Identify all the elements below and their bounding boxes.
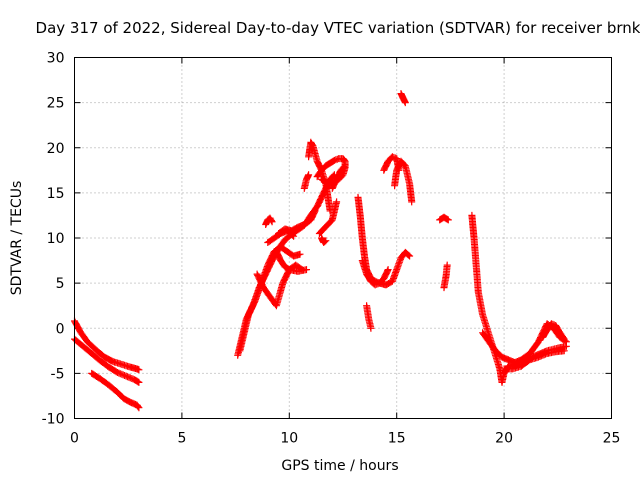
data-series	[363, 302, 375, 332]
data-point-markers	[358, 257, 392, 289]
data-series	[272, 248, 310, 275]
data-series	[275, 207, 319, 237]
data-series	[318, 234, 330, 246]
data-series	[262, 214, 276, 228]
plot-area	[71, 90, 570, 412]
data-series	[397, 90, 409, 107]
data-series	[358, 257, 392, 289]
data-series	[315, 198, 341, 237]
data-series	[328, 162, 349, 192]
data-point-markers	[88, 369, 143, 412]
data-series	[436, 213, 452, 224]
data-point-markers	[397, 90, 409, 107]
y-tick-label: 30	[47, 51, 65, 67]
data-point-markers	[328, 162, 349, 192]
x-tick-label: 0	[70, 431, 79, 447]
x-tick-label: 5	[177, 431, 186, 447]
data-point-markers	[363, 302, 375, 332]
data-point-markers	[300, 171, 313, 192]
data-series	[236, 243, 304, 355]
data-point-markers	[500, 347, 568, 373]
grid	[74, 57, 612, 419]
data-point-markers	[262, 214, 276, 228]
data-point-markers	[440, 261, 451, 292]
y-tick-label: -10	[42, 412, 65, 428]
x-axis: 0 5 10 15 20 25	[70, 57, 621, 447]
data-series	[500, 347, 568, 373]
y-tick-label: 15	[47, 186, 65, 202]
x-tick-label: 10	[280, 431, 298, 447]
y-axis: -10 -5 0 5 10 15 20 25 30	[42, 51, 612, 428]
y-tick-label: 20	[47, 141, 65, 157]
data-series	[440, 261, 451, 292]
data-point-markers	[391, 157, 416, 206]
chart-title: Day 317 of 2022, Sidereal Day-to-day VTE…	[36, 19, 640, 37]
data-point-markers	[539, 320, 568, 343]
data-point-markers	[275, 207, 319, 237]
data-point-markers	[315, 198, 341, 237]
y-axis-label: SDTVAR / TECUs	[9, 181, 25, 296]
data-series	[88, 369, 143, 412]
plot-frame	[74, 57, 612, 419]
y-tick-label: 0	[56, 321, 65, 337]
data-series	[253, 261, 306, 310]
data-point-markers	[318, 234, 330, 246]
data-point-markers	[272, 248, 310, 275]
data-series	[539, 320, 568, 343]
y-tick-label: 5	[56, 276, 65, 292]
data-series	[300, 171, 313, 192]
y-tick-label: -5	[51, 366, 65, 382]
data-point-markers	[236, 243, 304, 355]
data-point-markers	[436, 213, 452, 224]
x-axis-label: GPS time / hours	[281, 458, 398, 474]
data-series	[391, 157, 416, 206]
x-tick-label: 25	[603, 431, 621, 447]
data-point-markers	[253, 261, 306, 310]
y-tick-label: 10	[47, 231, 65, 247]
y-tick-label: 25	[47, 96, 65, 112]
x-tick-label: 20	[495, 431, 513, 447]
x-tick-label: 15	[388, 431, 406, 447]
